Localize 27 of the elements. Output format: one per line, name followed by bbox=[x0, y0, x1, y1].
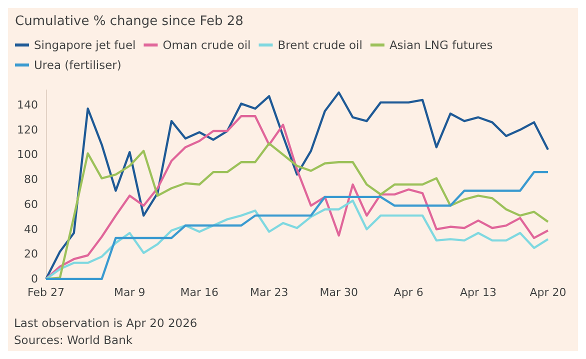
x-tick-label: Feb 27 bbox=[28, 286, 64, 299]
text: Last observation is Apr 20 2026 bbox=[14, 316, 198, 330]
legend-label: Oman crude oil bbox=[162, 38, 251, 52]
y-tick-label: 120 bbox=[17, 123, 38, 136]
y-tick-label: 0 bbox=[31, 272, 38, 286]
x-tick-label: Apr 13 bbox=[460, 286, 497, 299]
y-tick-label: 140 bbox=[17, 98, 38, 112]
legend-label: Singapore jet fuel bbox=[34, 38, 136, 52]
source-note: Sources: World Bank bbox=[14, 333, 133, 347]
x-tick-label: Mar 16 bbox=[180, 286, 219, 299]
y-tick-label: 80 bbox=[24, 173, 38, 186]
line-series bbox=[44, 142, 550, 280]
line-series bbox=[44, 170, 550, 280]
x-tick-label: Mar 30 bbox=[320, 286, 358, 299]
x-tick-label: Mar 23 bbox=[250, 286, 288, 299]
y-tick-label: 40 bbox=[24, 222, 38, 236]
chart-title: Cumulative % change since Feb 28 bbox=[15, 14, 244, 29]
y-tick-label: 60 bbox=[24, 198, 38, 211]
y-tick-label: 100 bbox=[17, 148, 38, 162]
x-tick-label: Mar 9 bbox=[114, 286, 146, 299]
legend-label: Brent crude oil bbox=[278, 38, 362, 52]
y-tick-label: 20 bbox=[24, 248, 38, 261]
x-tick-label: Apr 6 bbox=[394, 286, 424, 299]
x-tick-label: Apr 20 bbox=[530, 286, 566, 299]
legend-label: Asian LNG futures bbox=[389, 38, 493, 52]
line-series bbox=[44, 200, 550, 280]
legend-label: Urea (fertiliser) bbox=[34, 58, 122, 72]
